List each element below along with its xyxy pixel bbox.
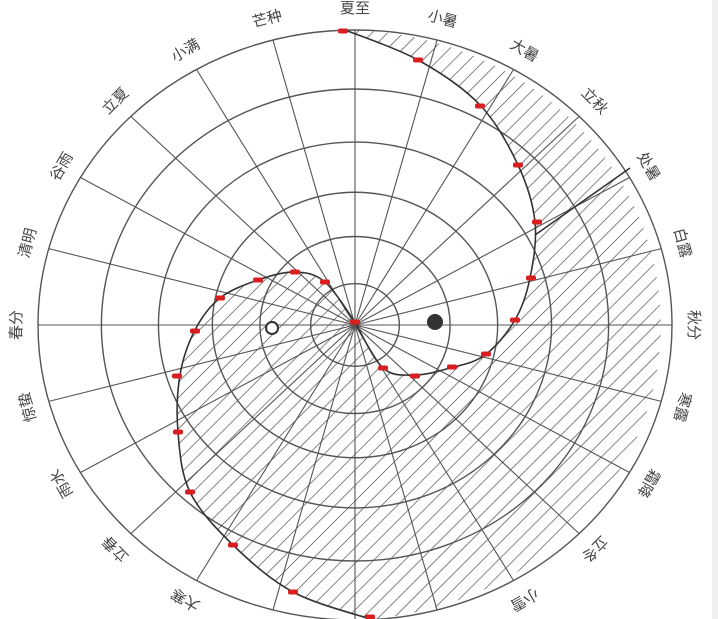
radial-line [272,324,356,611]
red-marker [410,373,420,379]
radial-line [354,248,662,326]
solar-term-label: 秋分 [685,310,703,340]
red-marker [228,542,238,548]
red-marker [532,219,542,225]
red-marker [378,365,388,371]
solar-term-label: 立春 [98,532,132,566]
red-marker [513,162,523,168]
solar-term-label: 小雪 [507,584,542,615]
polar-grid [37,29,673,619]
solar-term-label: 芒种 [250,6,284,31]
red-marker [413,57,423,63]
solar-term-label: 立夏 [98,84,132,118]
radial-line [354,39,438,326]
solar-term-label: 夏至 [340,0,370,17]
red-marker [447,364,457,370]
solar-term-label: 大寒 [168,584,203,615]
red-marker [215,295,225,301]
red-marker [185,489,195,495]
red-marker [253,277,263,283]
red-marker [510,317,520,323]
red-marker [172,373,182,379]
red-marker [350,319,360,325]
red-marker [338,28,348,34]
red-marker [290,269,300,275]
red-markers [172,28,542,619]
radial-line [130,116,356,326]
solar-term-label: 雨水 [46,466,77,501]
red-marker [365,614,375,619]
radial-line [272,39,356,326]
solar-term-label: 春分 [7,310,25,340]
solar-term-label: 立冬 [578,532,612,566]
solar-term-label: 大暑 [507,35,542,66]
radial-line [48,248,356,326]
radial-line [354,116,580,326]
solar-term-label: 惊蛰 [15,390,40,424]
red-marker [475,103,485,109]
radial-line [80,324,356,473]
axis-line [534,167,631,236]
red-marker [526,275,536,281]
radial-line [354,177,630,326]
red-marker [320,279,330,285]
solar-term-label: 清明 [15,226,40,260]
radial-line [80,177,356,326]
solar-term-label: 白露 [670,226,695,260]
white-dot-icon [265,321,279,335]
solar-term-label: 处暑 [633,149,664,184]
radial-line [354,324,438,611]
solar-term-label: 谷雨 [46,149,77,184]
scroll-edge [712,0,718,619]
hatch-fill [177,30,661,619]
red-marker [173,429,183,435]
red-marker [288,589,298,595]
red-marker [190,328,200,334]
solar-term-label: 小暑 [426,6,460,31]
radial-line [354,324,662,402]
radial-line [354,69,514,326]
radial-line [48,324,356,402]
radial-line [354,324,580,534]
red-marker [481,351,491,357]
radial-line [354,324,630,473]
hatched-yin-region [177,30,661,619]
solar-term-label: 寒露 [670,390,695,424]
solar-term-label: 立秋 [578,84,612,118]
radial-line [130,324,356,534]
solar-term-label: 霜降 [633,466,664,501]
radial-line [196,324,356,581]
solar-term-label: 小满 [168,35,203,66]
black-dot-icon [427,314,443,330]
